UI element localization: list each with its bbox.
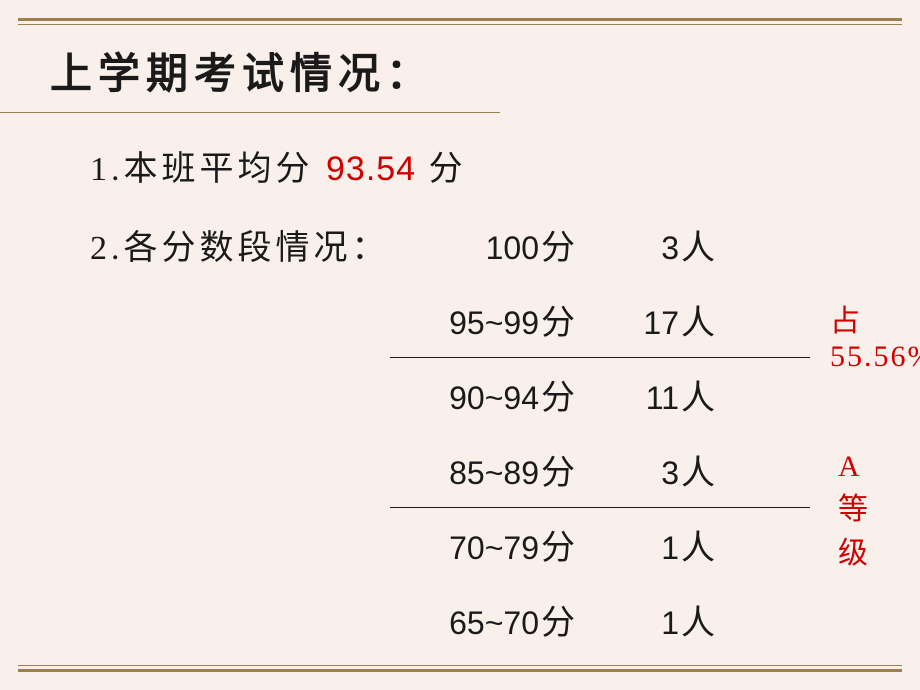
score-count: 17人 bbox=[575, 295, 715, 344]
avg-prefix: 1.本班平均分 bbox=[90, 151, 326, 188]
score-range: 95~99分 bbox=[390, 295, 575, 344]
score-table: 100分3人95~99分17人90~94分11人85~89分3人70~79分1人… bbox=[390, 220, 715, 670]
slide-border-top bbox=[18, 18, 902, 21]
score-row: 65~70分1人 bbox=[390, 595, 715, 670]
avg-suffix: 分 bbox=[416, 151, 467, 188]
slide-title: 上学期考试情况： bbox=[50, 40, 890, 101]
row-divider bbox=[390, 357, 810, 358]
average-score-line: 1.本班平均分 93.54 分 bbox=[90, 141, 890, 190]
score-range: 90~94分 bbox=[390, 370, 575, 419]
score-count: 11人 bbox=[575, 370, 715, 419]
score-range: 100分 bbox=[390, 220, 575, 269]
annotation: 占55.56% bbox=[830, 296, 920, 374]
score-count: 3人 bbox=[575, 445, 715, 494]
score-breakdown-label: 2.各分数段情况： bbox=[90, 220, 390, 269]
annotation: A等级 bbox=[838, 450, 870, 572]
score-range: 85~89分 bbox=[390, 445, 575, 494]
score-range: 70~79分 bbox=[390, 520, 575, 569]
score-count: 1人 bbox=[575, 595, 715, 644]
score-count: 1人 bbox=[575, 520, 715, 569]
score-breakdown-section: 2.各分数段情况： 100分3人95~99分17人90~94分11人85~89分… bbox=[90, 220, 890, 269]
score-count: 3人 bbox=[575, 220, 715, 269]
score-row: 95~99分17人 bbox=[390, 295, 715, 370]
avg-score-value: 93.54 bbox=[326, 150, 416, 188]
row-divider bbox=[390, 507, 810, 508]
score-row: 100分3人 bbox=[390, 220, 715, 295]
score-row: 90~94分11人 bbox=[390, 370, 715, 445]
slide-content: 上学期考试情况： 1.本班平均分 93.54 分 2.各分数段情况： 100分3… bbox=[50, 40, 890, 269]
title-underline bbox=[0, 112, 500, 113]
score-row: 85~89分3人 bbox=[390, 445, 715, 520]
score-row: 70~79分1人 bbox=[390, 520, 715, 595]
score-range: 65~70分 bbox=[390, 595, 575, 644]
